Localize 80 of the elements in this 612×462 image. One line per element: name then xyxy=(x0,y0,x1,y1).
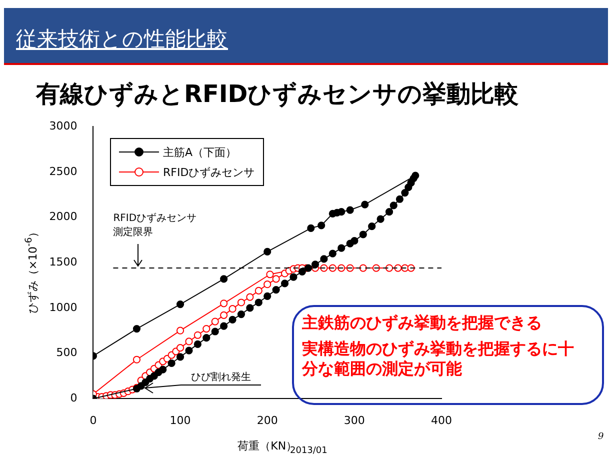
annotation: 主鉄筋のひずみ挙動を把握できる xyxy=(302,313,543,333)
chart-subtitle: 従来技術との性能比較 xyxy=(16,26,228,53)
annotation: 実構造物のひずみ挙動を把握するに十分な範囲の測定が可能 xyxy=(302,339,574,379)
point xyxy=(272,286,280,294)
point xyxy=(220,275,228,283)
chart-title: 有線ひずみとRFIDひずみセンサの挙動比較 xyxy=(36,79,519,110)
point xyxy=(350,237,358,245)
point xyxy=(320,255,328,263)
point xyxy=(228,305,236,313)
legend-label: 主筋A（下面） xyxy=(163,144,237,160)
point xyxy=(237,298,246,306)
point xyxy=(385,208,394,216)
point xyxy=(202,324,210,333)
point xyxy=(228,316,236,324)
point xyxy=(176,326,184,334)
y-tick-label: 1500 xyxy=(49,255,78,268)
point xyxy=(220,300,228,308)
point xyxy=(264,292,272,300)
point xyxy=(237,310,246,318)
point xyxy=(311,260,320,268)
point xyxy=(254,298,262,306)
point xyxy=(394,264,402,272)
point xyxy=(328,250,336,258)
point xyxy=(185,346,193,354)
point xyxy=(202,334,210,342)
point xyxy=(298,268,306,276)
point xyxy=(194,331,202,339)
ref-line-label: RFIDひずみセンサ測定限界 xyxy=(113,212,198,240)
point xyxy=(220,311,228,319)
x-tick-label: 300 xyxy=(344,414,365,428)
y-tick-label: 2500 xyxy=(49,164,78,178)
point xyxy=(264,248,272,256)
y-tick-label: 2000 xyxy=(49,210,78,224)
point xyxy=(246,304,254,312)
point xyxy=(361,200,369,208)
point xyxy=(368,222,376,230)
text: 2013/01 xyxy=(290,446,328,456)
point xyxy=(280,280,289,288)
point xyxy=(185,338,193,346)
point xyxy=(412,172,420,180)
legend-label: RFIDひずみセンサ xyxy=(163,164,255,180)
point xyxy=(359,230,367,238)
point xyxy=(159,366,167,374)
x-tick-label: 0 xyxy=(90,414,97,428)
point xyxy=(211,318,219,326)
x-tick-label: 100 xyxy=(170,414,191,428)
point xyxy=(132,324,141,333)
text: 9 xyxy=(598,432,604,442)
point xyxy=(376,215,384,223)
point xyxy=(396,195,404,203)
point xyxy=(272,275,280,283)
y-tick-label: 500 xyxy=(56,346,78,360)
point xyxy=(132,356,141,364)
point xyxy=(328,210,336,218)
point xyxy=(264,280,272,288)
point xyxy=(346,206,354,214)
point xyxy=(338,244,346,252)
point xyxy=(176,344,184,352)
point xyxy=(176,300,184,308)
y-tick-label: 3000 xyxy=(49,119,78,132)
point xyxy=(211,328,219,336)
x-tick-label: 200 xyxy=(256,414,278,428)
point xyxy=(385,264,394,272)
point xyxy=(176,353,184,361)
point xyxy=(246,293,254,301)
y-tick-label: 1000 xyxy=(49,300,78,314)
point xyxy=(220,322,228,330)
point xyxy=(168,359,176,368)
point xyxy=(359,264,367,272)
annotation: ひび割れ発生 xyxy=(191,370,252,384)
point xyxy=(266,270,274,278)
point xyxy=(307,224,315,232)
y-tick-label: 0 xyxy=(70,391,78,404)
point xyxy=(318,222,326,230)
point xyxy=(194,340,202,348)
point xyxy=(290,273,298,281)
x-tick-label: 400 xyxy=(431,414,452,428)
point xyxy=(390,202,398,210)
point xyxy=(401,188,409,197)
point xyxy=(254,286,262,295)
